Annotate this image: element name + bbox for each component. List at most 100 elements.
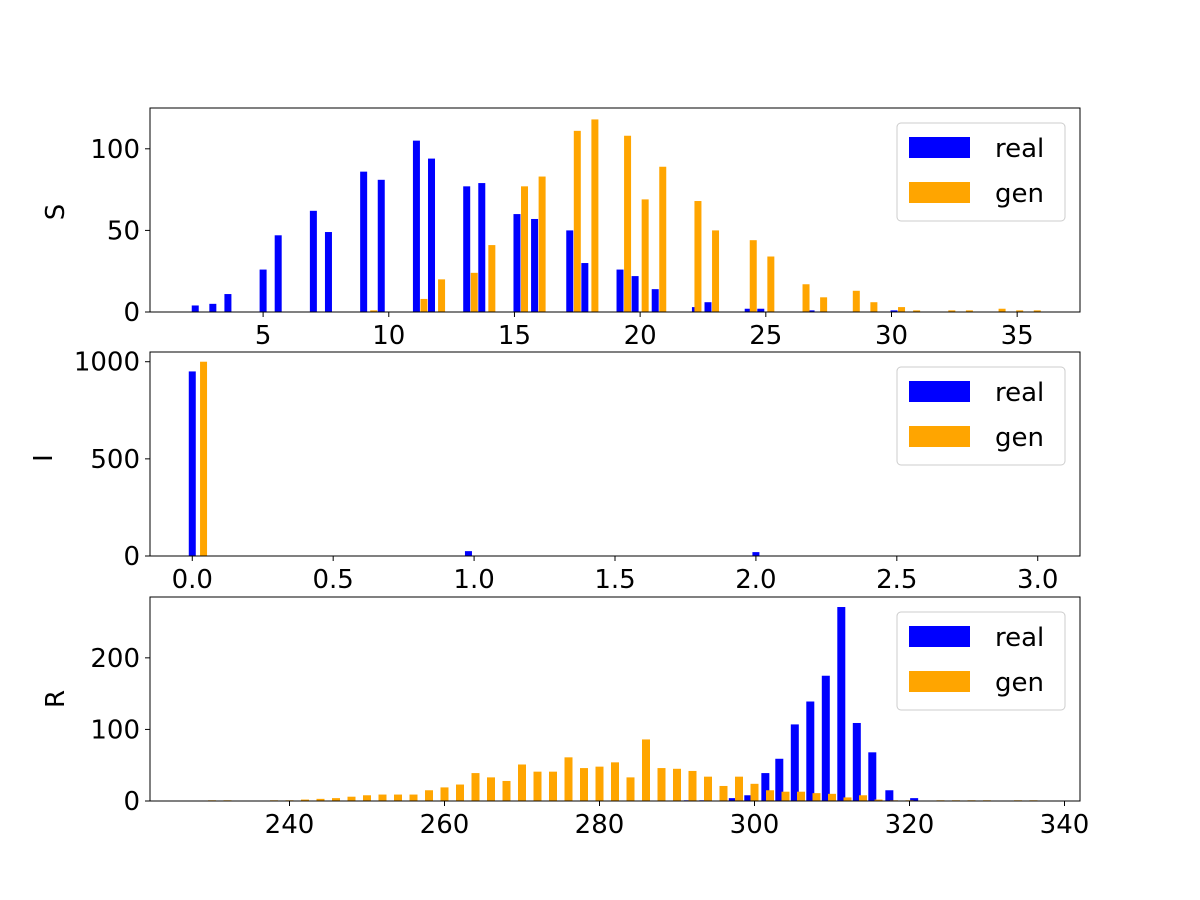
bar-gen <box>580 768 588 801</box>
bar-real <box>910 798 919 801</box>
legend-swatch-real <box>909 381 970 402</box>
legend-label-real: real <box>995 378 1044 408</box>
bar-real <box>890 310 898 312</box>
bar-real <box>744 308 752 312</box>
bar-real <box>191 305 199 312</box>
x-tick-label: 0.5 <box>313 565 354 595</box>
bar-gen <box>898 307 906 312</box>
bar-gen <box>766 790 774 801</box>
axes-frame <box>149 107 1081 313</box>
bar-real <box>868 752 877 801</box>
bar-real <box>744 795 753 801</box>
bar-real <box>616 269 624 312</box>
bar-real <box>224 294 232 312</box>
bar-real <box>324 232 332 312</box>
legend-label-gen: gen <box>995 423 1044 453</box>
bar-gen <box>820 297 828 312</box>
bar-real <box>790 724 799 801</box>
bar-gen <box>370 310 378 312</box>
bar-gen <box>363 795 371 801</box>
x-tick-label: 10 <box>372 321 405 351</box>
bar-real <box>807 310 815 312</box>
bar-gen <box>694 201 702 312</box>
x-tick-label: 280 <box>575 810 625 840</box>
bar-gen <box>781 791 790 801</box>
bar-real <box>852 722 861 801</box>
bar-real <box>704 302 712 312</box>
x-tick-label: 15 <box>498 321 531 351</box>
x-tick-label: 3.0 <box>1017 565 1058 595</box>
bar-gen <box>533 771 542 801</box>
legend-swatch-real <box>909 626 970 647</box>
bar-gen <box>316 798 325 801</box>
bar-gen <box>657 768 666 801</box>
bar-gen <box>712 230 720 312</box>
x-tick-label: 340 <box>1040 810 1090 840</box>
bar-gen <box>750 783 759 801</box>
bar-gen <box>859 795 867 801</box>
y-tick-label: 1000 <box>74 348 140 378</box>
axes-frame <box>149 596 1081 802</box>
x-tick-label: 240 <box>265 810 315 840</box>
bar-gen <box>438 279 446 312</box>
x-tick-label: 300 <box>730 810 780 840</box>
bar-gen <box>852 290 860 312</box>
bar-gen <box>673 768 681 801</box>
bar-gen <box>749 240 757 312</box>
bar-gen <box>767 256 775 312</box>
legend-label-gen: gen <box>995 179 1044 209</box>
bar-gen <box>797 791 805 801</box>
bar-gen <box>913 310 921 312</box>
legend-swatch-real <box>909 137 970 158</box>
bar-real <box>274 235 282 312</box>
bar-gen <box>549 771 557 801</box>
bar-real <box>775 758 784 801</box>
bar-gen <box>564 757 573 801</box>
legend-label-real: real <box>995 134 1044 164</box>
bar-gen <box>812 793 821 801</box>
bar-real <box>728 798 737 801</box>
y-tick-label: 100 <box>90 135 140 165</box>
bar-real <box>566 230 574 312</box>
bar-real <box>651 289 659 312</box>
bar-gen <box>440 787 449 801</box>
bar-gen <box>843 797 852 801</box>
legend-swatch-gen <box>909 426 970 447</box>
bar-gen <box>518 764 526 801</box>
bar-real <box>821 675 830 801</box>
x-tick-label: 25 <box>749 321 782 351</box>
bar-real <box>188 371 196 556</box>
bar-real <box>631 276 639 312</box>
bar-gen <box>573 130 581 312</box>
bar-real <box>752 552 760 556</box>
bar-gen <box>870 302 878 312</box>
x-tick-label: 20 <box>624 321 657 351</box>
panel-i: I 0.0 0.5 1.0 1.5 2.0 2.5 3.0 0 500 1000 real gen <box>29 348 1081 595</box>
bar-gen <box>874 799 883 801</box>
bar-gen <box>998 308 1006 312</box>
bar-real <box>761 773 770 801</box>
bar-real <box>531 218 539 312</box>
panel-s: S 5 10 15 20 25 30 35 0 50 100 real gen <box>41 107 1081 351</box>
bar-gen <box>200 361 208 556</box>
x-tick-label: 5 <box>255 321 272 351</box>
bar-gen <box>595 766 604 801</box>
x-tick-label: 1.5 <box>594 565 635 595</box>
bar-gen <box>471 773 480 801</box>
y-tick-label: 50 <box>107 216 140 246</box>
bar-gen <box>624 135 632 312</box>
bar-gen <box>502 780 511 801</box>
bar-gen <box>470 272 478 312</box>
bar-gen <box>488 245 496 312</box>
bar-gen <box>611 762 619 801</box>
x-tick-label: 0.0 <box>172 565 213 595</box>
y-tick-label: 100 <box>90 715 140 745</box>
bar-gen <box>301 799 309 801</box>
bar-gen <box>420 298 428 312</box>
bar-real <box>463 186 471 312</box>
bar-gen <box>828 793 836 801</box>
bar-gen <box>688 770 697 801</box>
x-tick-label: 260 <box>420 810 470 840</box>
bar-gen <box>1016 310 1024 312</box>
ylabel-r: R <box>41 690 71 708</box>
